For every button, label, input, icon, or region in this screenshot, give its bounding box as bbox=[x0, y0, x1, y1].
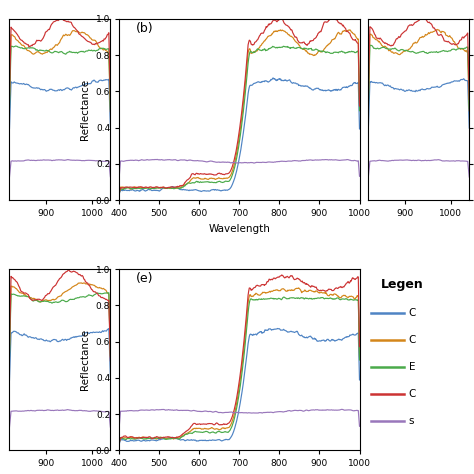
Text: (b): (b) bbox=[136, 22, 154, 35]
X-axis label: Wavelength: Wavelength bbox=[209, 224, 270, 234]
Text: C: C bbox=[409, 308, 416, 318]
Text: E: E bbox=[409, 362, 415, 372]
Text: C: C bbox=[409, 389, 416, 399]
Text: C: C bbox=[409, 335, 416, 345]
Text: (e): (e) bbox=[136, 272, 154, 285]
Y-axis label: Reflectance: Reflectance bbox=[80, 329, 90, 390]
Text: Legen: Legen bbox=[381, 278, 423, 291]
Text: s: s bbox=[409, 416, 414, 426]
Y-axis label: Reflectance: Reflectance bbox=[80, 79, 90, 140]
